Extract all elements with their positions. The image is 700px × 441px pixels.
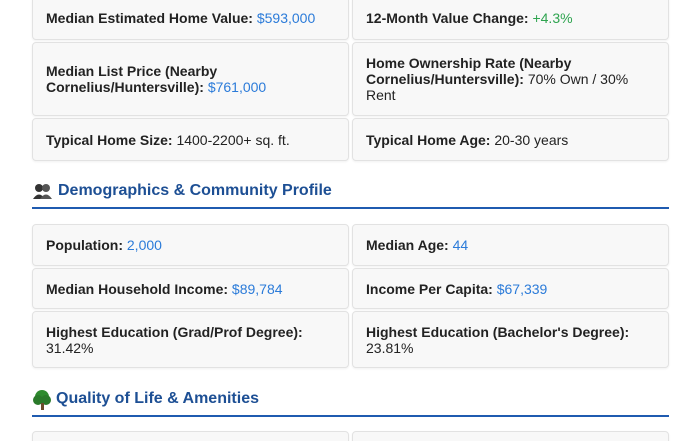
stat-text: Highest Education (Bachelor's Degree): 2…	[366, 324, 655, 356]
stat-card: Population: 2,000	[32, 224, 349, 266]
stat-text: Typical Home Age: 20-30 years	[366, 132, 568, 148]
stat-card: Typical Home Age: 20-30 years	[352, 118, 669, 161]
stat-label: Home Ownership Rate (Nearby Cornelius/Hu…	[366, 55, 572, 87]
stat-text: Income Per Capita: $67,339	[366, 281, 547, 297]
stat-label: Typical Home Age:	[366, 131, 491, 148]
stat-value: 2,000	[126, 237, 162, 253]
stat-card: Median List Price (Nearby Cornelius/Hunt…	[32, 42, 349, 116]
stat-text: Typical Home Size: 1400-2200+ sq. ft.	[46, 132, 290, 148]
stat-value: $593,000	[256, 10, 316, 26]
stat-card: Highest Education (Bachelor's Degree): 2…	[352, 311, 669, 368]
stat-value: 44	[452, 237, 469, 253]
tree-icon	[33, 390, 51, 410]
stat-label: Income Per Capita:	[366, 280, 493, 297]
section-heading: Quality of Life & Amenities	[32, 389, 669, 417]
card	[32, 431, 349, 441]
heading-text: Quality of Life & Amenities	[56, 390, 259, 407]
stat-card: 12-Month Value Change: +4.3%	[352, 0, 669, 40]
stat-card: Median Age: 44	[352, 224, 669, 266]
stat-card: Home Ownership Rate (Nearby Cornelius/Hu…	[352, 42, 669, 116]
heading-text: Demographics & Community Profile	[58, 182, 332, 199]
stat-label: Median Household Income:	[46, 280, 229, 297]
stat-card: Highest Education (Grad/Prof Degree): 31…	[32, 311, 349, 368]
stat-label: Population:	[46, 237, 123, 253]
stat-label: Highest Education (Bachelor's Degree):	[366, 323, 630, 340]
stat-text: Median List Price (Nearby Cornelius/Hunt…	[46, 63, 335, 95]
stat-text: Median Age: 44	[366, 237, 468, 253]
card	[352, 431, 669, 441]
stat-text: Highest Education (Grad/Prof Degree): 31…	[46, 324, 335, 356]
people-icon	[33, 184, 52, 199]
stat-value: $761,000	[207, 79, 267, 95]
stat-value: 31.42%	[46, 339, 94, 356]
stat-label: Median Estimated Home Value:	[46, 10, 253, 26]
stat-text: 12-Month Value Change: +4.3%	[366, 10, 573, 26]
stat-label: Typical Home Size:	[46, 131, 173, 148]
stat-text: Median Estimated Home Value: $593,000	[46, 10, 315, 26]
stat-card: Income Per Capita: $67,339	[352, 268, 669, 309]
stat-card: Typical Home Size: 1400-2200+ sq. ft.	[32, 118, 349, 161]
stat-label: Median Age:	[366, 237, 449, 253]
stat-card: Median Estimated Home Value: $593,000	[32, 0, 349, 40]
stat-label: 12-Month Value Change:	[366, 10, 529, 26]
stat-card: Median Household Income: $89,784	[32, 268, 349, 309]
stat-text: Home Ownership Rate (Nearby Cornelius/Hu…	[366, 55, 655, 103]
stat-label: Median List Price (Nearby Cornelius/Hunt…	[46, 63, 218, 95]
stat-label: Highest Education (Grad/Prof Degree):	[46, 323, 303, 340]
section-heading: Demographics & Community Profile	[32, 181, 669, 209]
stat-value: 23.81%	[366, 339, 414, 356]
stat-text: Population: 2,000	[46, 237, 162, 253]
stat-value: 70% Own / 30% Rent	[366, 71, 629, 103]
stat-value: +4.3%	[532, 10, 573, 26]
stat-text: Median Household Income: $89,784	[46, 281, 283, 297]
stat-value: $67,339	[496, 280, 548, 297]
stat-value: 1400-2200+ sq. ft.	[176, 131, 290, 148]
stat-value: $89,784	[231, 280, 283, 297]
stat-value: 20-30 years	[494, 131, 569, 148]
